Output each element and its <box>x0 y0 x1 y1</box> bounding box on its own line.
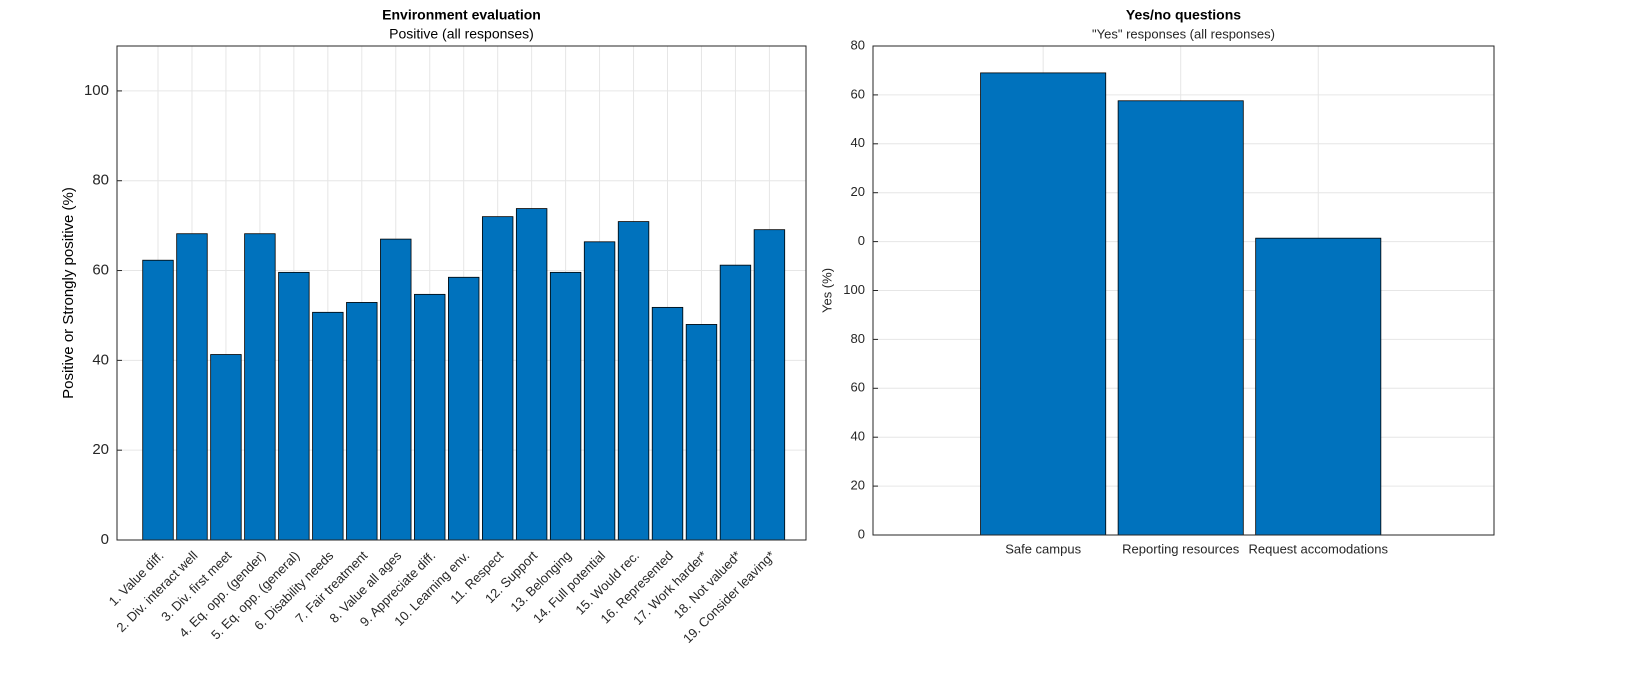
y-tick-label: 0 <box>858 233 865 248</box>
bar <box>1255 237 1382 536</box>
bar <box>278 271 310 541</box>
y-tick-label: 100 <box>84 82 109 99</box>
bar <box>583 241 616 541</box>
y-tick-label: 20 <box>92 441 109 458</box>
bar <box>176 233 208 541</box>
bar <box>210 354 242 541</box>
y-tick-label: 40 <box>92 351 109 368</box>
bar <box>312 311 344 541</box>
plot-frame <box>116 45 807 541</box>
plot-frame <box>872 45 1495 536</box>
y-tick-label: 80 <box>851 37 865 52</box>
bar <box>515 208 548 541</box>
bar <box>380 238 412 541</box>
x-tick-label: Reporting resources <box>1122 541 1240 556</box>
y-tick-label: 20 <box>851 478 865 493</box>
bar <box>753 229 786 541</box>
x-tick-label: Request accomodations <box>1249 541 1389 556</box>
bar <box>346 302 378 541</box>
y-tick-label: 20 <box>851 184 865 199</box>
bar <box>651 306 684 541</box>
bar <box>414 293 446 541</box>
y-tick-label: 60 <box>851 380 865 395</box>
bar <box>549 271 582 541</box>
bar <box>448 276 480 541</box>
chart-title: Environment evaluation <box>382 7 541 23</box>
chart-subtitle: Positive (all responses) <box>389 26 534 42</box>
bar <box>980 72 1107 536</box>
y-tick-label: 80 <box>92 172 109 189</box>
x-tick-label: Safe campus <box>1005 541 1081 556</box>
y-tick-label: 100 <box>843 282 865 297</box>
bar <box>1117 100 1244 536</box>
bar <box>142 259 174 541</box>
bar <box>481 216 514 541</box>
chart-subtitle: "Yes" responses (all responses) <box>1092 26 1275 41</box>
y-tick-label: 40 <box>851 429 865 444</box>
bar <box>617 221 650 541</box>
bar <box>244 233 276 541</box>
chart-title: Yes/no questions <box>1126 7 1241 23</box>
y-axis-label: Yes (%) <box>819 268 834 313</box>
bar <box>719 264 752 541</box>
bar <box>685 324 718 541</box>
y-tick-label: 60 <box>851 86 865 101</box>
y-tick-label: 40 <box>851 135 865 150</box>
y-tick-label: 0 <box>101 531 109 548</box>
y-axis-label: Positive or Strongly positive (%) <box>60 187 77 399</box>
y-tick-label: 60 <box>92 262 109 279</box>
y-tick-label: 80 <box>851 331 865 346</box>
y-tick-label: 0 <box>858 526 865 541</box>
